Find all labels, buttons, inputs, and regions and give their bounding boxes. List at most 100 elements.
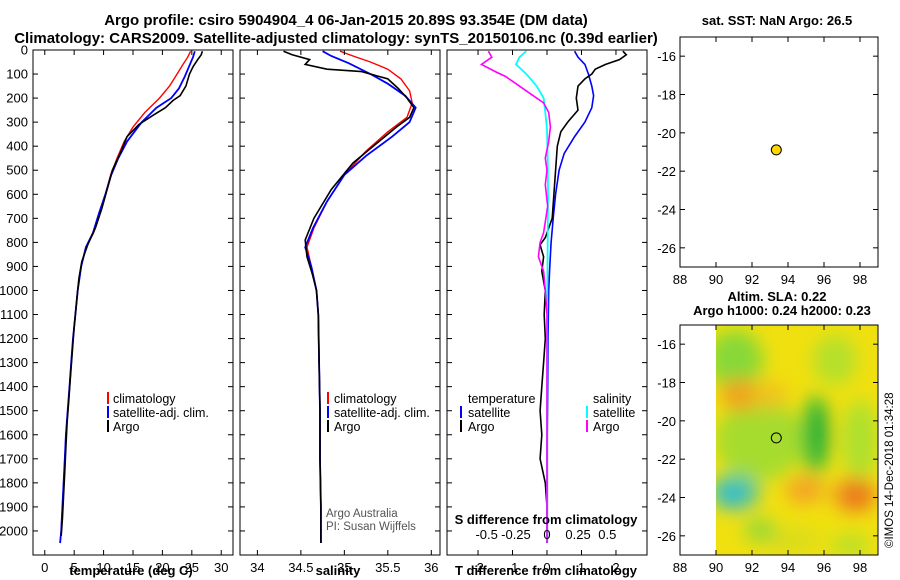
- temperature-xtick-label-5: 25: [185, 560, 199, 575]
- s-diff-tick-label-1: -0.25: [501, 527, 531, 542]
- sla-subtitle: Argo h1000: 0.24 h2000: 0.23: [693, 303, 871, 318]
- depth-tick-label-18: 1800: [0, 475, 28, 490]
- sst_map-ytick-label-2: -20: [657, 126, 676, 141]
- sla_map-ytick-label-5: -26: [657, 529, 676, 544]
- depth-tick-label-5: 500: [6, 163, 28, 178]
- sla-field-blobs: [716, 330, 878, 555]
- title-line-1: Argo profile: csiro 5904904_4 06-Jan-201…: [104, 12, 588, 29]
- sst_map-xtick-label-0: 88: [673, 272, 687, 287]
- sla-map-panel: Altim. SLA: 0.22 Argo h1000: 0.24 h2000:…: [657, 289, 879, 575]
- s-diff-tick-label-4: 0.5: [598, 527, 616, 542]
- depth-tick-label-4: 400: [6, 139, 28, 154]
- depth-tick-label-6: 600: [6, 187, 28, 202]
- temperature-xtick-label-0: 0: [41, 560, 48, 575]
- difference-series-1: [539, 50, 628, 543]
- legend-climatology-label: climatology: [113, 392, 176, 406]
- legend-temperature-title: temperature: [468, 392, 535, 406]
- depth-tick-label-3: 300: [6, 115, 28, 130]
- title-line-2: Climatology: CARS2009. Satellite-adjuste…: [14, 30, 658, 47]
- depth-tick-label-14: 1400: [0, 379, 28, 394]
- difference-xtick-label-4: 2: [612, 560, 619, 575]
- difference-series-2: [514, 50, 549, 543]
- salinity-panel: 34 34.5 35 35.5 36 salinity climatology sate…: [239, 49, 441, 578]
- depth-tick-label-15: 1500: [0, 403, 28, 418]
- imos-timestamp: ©IMOS 14-Dec-2018 01:34:28: [884, 392, 896, 548]
- depth-tick-label-2: 200: [6, 91, 28, 106]
- sst_map-xtick-label-3: 94: [781, 272, 795, 287]
- sla-heatmap-field: [716, 325, 878, 555]
- temperature-xtick-label-6: 30: [214, 560, 228, 575]
- temperature-series-2: [60, 50, 204, 536]
- sla_map-xtick-label-0: 88: [673, 560, 687, 575]
- legend-salinity-title: salinity: [593, 392, 632, 406]
- legend-t-satellite-label: satellite: [468, 406, 510, 420]
- salinity-xtick-label-0: 34: [250, 560, 264, 575]
- depth-tick-label-0: 0: [21, 43, 28, 58]
- depth-tick-label-12: 1200: [0, 331, 28, 346]
- depth-tick-label-19: 1900: [0, 499, 28, 514]
- credit-line-1: Argo Australia: [326, 508, 398, 520]
- depth-tick-label-13: 1300: [0, 355, 28, 370]
- sla_map-xtick-label-5: 98: [853, 560, 867, 575]
- depth-tick-label-9: 900: [6, 259, 28, 274]
- depth-tick-label-20: 2000: [0, 523, 28, 538]
- salinity-series-2: [283, 50, 415, 543]
- depth-tick-label-11: 1100: [0, 307, 28, 322]
- sst_map-argo-position-0: [770, 144, 782, 156]
- legend-argo-label: Argo: [113, 420, 139, 434]
- temperature-xtick-label-1: 5: [71, 560, 78, 575]
- salinity-xtick-label-1: 34.5: [288, 560, 313, 575]
- sst_map-xtick-label-2: 92: [745, 272, 759, 287]
- sal-legend-satellite-label: satellite-adj. clim.: [334, 406, 430, 420]
- sst_map-xtick-label-4: 96: [817, 272, 831, 287]
- salinity-frame: [239, 49, 441, 556]
- salinity-xtick-label-2: 35: [337, 560, 351, 575]
- sla-title: Altim. SLA: 0.22: [728, 289, 827, 304]
- difference-xtick-label-0: -2: [472, 560, 484, 575]
- sla_map-xtick-label-4: 96: [817, 560, 831, 575]
- salinity-xtick-label-3: 35.5: [375, 560, 400, 575]
- sst-title: sat. SST: NaN Argo: 26.5: [702, 13, 853, 28]
- sst_map-ytick-label-0: -16: [657, 49, 676, 64]
- difference-xtick-label-1: -1: [507, 560, 519, 575]
- sla_map-ytick-label-0: -16: [657, 337, 676, 352]
- salinity-legend: climatology satellite-adj. clim. Argo: [327, 392, 430, 434]
- salinity-xlabel: salinity: [316, 563, 362, 578]
- sst_map-xtick-label-1: 90: [709, 272, 723, 287]
- depth-tick-label-8: 800: [6, 235, 28, 250]
- temperature-xtick-label-2: 10: [96, 560, 110, 575]
- s-diff-tick-label-0: -0.5: [475, 527, 497, 542]
- difference-xtick-label-3: 1: [578, 560, 585, 575]
- s-difference-label: S difference from climatology: [455, 512, 639, 527]
- sal-legend-argo-label: Argo: [334, 420, 360, 434]
- legend-s-satellite-label: satellite: [593, 406, 635, 420]
- sla_map-argo-position-0: [770, 432, 782, 444]
- depth-tick-label-1: 100: [6, 67, 28, 82]
- depth-axis: 0 100 200 300 400 500 600 700 800 900 1000 1100 1200…: [0, 43, 28, 539]
- sla-map-border: [679, 324, 879, 556]
- temperature-xtick-label-4: 20: [155, 560, 169, 575]
- difference-legend-left: temperature satellite Argo: [460, 392, 535, 434]
- sla_map-xtick-label-3: 94: [781, 560, 795, 575]
- s-diff-tick-label-2: 0: [543, 527, 550, 542]
- legend-satellite-label: satellite-adj. clim.: [113, 406, 209, 420]
- depth-tick-label-10: 1000: [0, 283, 28, 298]
- sla_map-ytick-label-1: -18: [657, 376, 676, 391]
- sla_map-ytick-label-4: -24: [657, 491, 676, 506]
- sla_map-xtick-label-2: 92: [745, 560, 759, 575]
- legend-t-argo-label: Argo: [468, 420, 494, 434]
- sst_map-ytick-label-1: -18: [657, 88, 676, 103]
- difference-panel: -2 -1 0 1 2 -0.5 -0.25 0 0.25 0.5 S difference f…: [446, 49, 648, 578]
- temperature-xtick-label-3: 15: [126, 560, 140, 575]
- credit-line-2: PI: Susan Wijffels: [326, 521, 416, 533]
- temperature-xlabel: temperature (deg C): [69, 563, 193, 578]
- sal-legend-climatology-label: climatology: [334, 392, 397, 406]
- legend-s-argo-label: Argo: [593, 420, 619, 434]
- sst-map-panel: sat. SST: NaN Argo: 26.5 88 90 92 94 96 98 -16…: [657, 13, 879, 287]
- sst_map-ytick-label-5: -26: [657, 241, 676, 256]
- sla_map-xtick-label-1: 90: [709, 560, 723, 575]
- depth-tick-label-7: 700: [6, 211, 28, 226]
- difference-xtick-label-2: 0: [543, 560, 550, 575]
- salinity-xtick-label-4: 36: [424, 560, 438, 575]
